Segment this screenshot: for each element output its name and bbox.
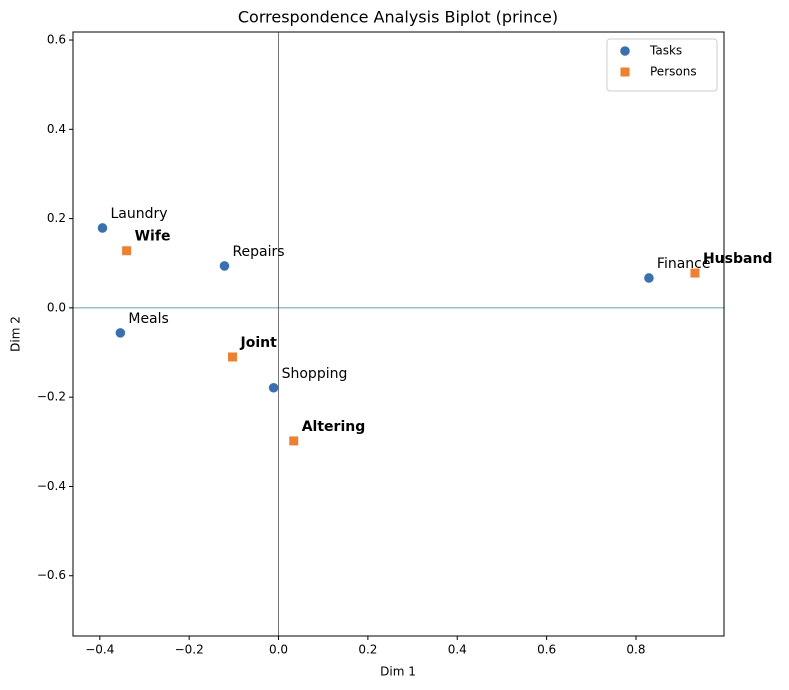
- point-label: Wife: [135, 229, 171, 245]
- point: [228, 352, 238, 362]
- y-tick-label: −0.6: [37, 568, 66, 582]
- y-tick-label: −0.2: [37, 390, 66, 404]
- x-axis-label: Dim 1: [380, 665, 416, 679]
- point-label: Laundry: [110, 206, 167, 222]
- point: [690, 268, 700, 278]
- point: [115, 328, 126, 338]
- chart-title: Correspondence Analysis Biplot (prince): [238, 8, 558, 27]
- y-tick-label: −0.4: [37, 479, 66, 493]
- point-label: Altering: [302, 419, 366, 435]
- point: [289, 436, 299, 446]
- y-tick-label: 0.4: [47, 122, 66, 136]
- legend-label: Tasks: [649, 44, 682, 58]
- point-label: Meals: [128, 311, 168, 327]
- point: [268, 382, 279, 393]
- legend-marker: [620, 46, 630, 56]
- plot-frame: [72, 31, 725, 637]
- x-tick-label: 0.2: [358, 643, 377, 657]
- point-label: Joint: [240, 335, 278, 351]
- point-label: Shopping: [282, 366, 348, 382]
- point: [219, 261, 230, 271]
- point: [97, 223, 108, 233]
- point-label: Finance: [657, 256, 711, 272]
- y-axis-label: Dim 2: [9, 316, 23, 352]
- x-tick-label: 0.8: [626, 643, 645, 657]
- legend-label: Persons: [650, 65, 697, 79]
- x-tick-label: 0.4: [448, 643, 467, 657]
- x-tick-label: −0.2: [175, 643, 204, 657]
- point: [122, 246, 132, 256]
- point-label: Repairs: [232, 244, 284, 260]
- point: [644, 273, 654, 283]
- y-tick-label: 0.2: [47, 211, 66, 225]
- x-tick-label: 0.6: [537, 643, 556, 657]
- y-tick-label: 0.0: [47, 300, 66, 314]
- x-tick-label: 0.0: [269, 643, 288, 657]
- legend-marker: [620, 67, 630, 77]
- legend-box: [606, 38, 718, 92]
- x-tick-label: −0.4: [85, 643, 114, 657]
- point-label: Husband: [703, 251, 772, 267]
- y-tick-label: 0.6: [47, 33, 66, 47]
